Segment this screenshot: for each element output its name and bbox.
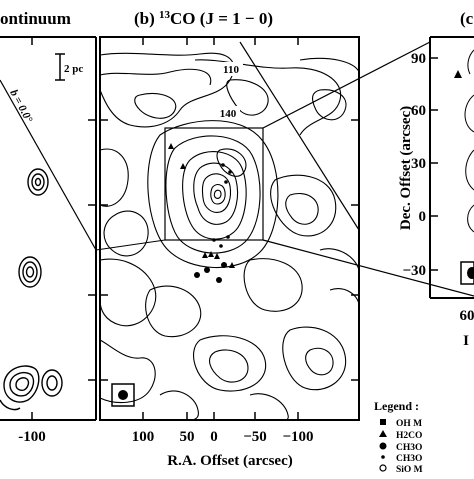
legend-open-circle-icon xyxy=(380,465,386,471)
maser-symbols xyxy=(168,143,235,283)
panel-b-x-tick: 100 xyxy=(132,429,155,445)
panel-a-title: ontinuum xyxy=(0,9,71,28)
legend-item: SiO M xyxy=(396,465,423,474)
h2co-marker xyxy=(454,70,462,78)
contour-label-140: 140 xyxy=(220,108,237,120)
panel-c-y-tick: −30 xyxy=(402,263,426,279)
panel-c: (c 90 60 30 0 −30 Dec. Offset (arcsec) 6… xyxy=(263,9,474,349)
ch3oh-dot-marker xyxy=(219,244,223,248)
ch3oh-dot-marker xyxy=(224,180,228,184)
ch3oh-dot-marker xyxy=(228,170,232,174)
ch3oh-dot-marker xyxy=(226,235,230,239)
panel-c-ylabel: Dec. Offset (arcsec) xyxy=(398,106,414,230)
ch3oh-marker xyxy=(216,277,222,283)
panel-c-y-tick: 0 xyxy=(419,209,427,225)
legend-item: CH3O xyxy=(396,443,422,453)
panel-a: ontinuum 2 pc b = 0.0° xyxy=(0,9,96,445)
legend: Legend : OH M H2CO CH3O CH3O SiO M xyxy=(374,399,423,474)
panel-b-x-tick: −50 xyxy=(243,429,267,445)
h2co-marker xyxy=(214,253,220,259)
panel-b-xlabel: R.A. Offset (arcsec) xyxy=(167,453,293,469)
beam-icon xyxy=(118,390,128,400)
legend-title: Legend : xyxy=(374,399,419,413)
ch3oh-dot-marker xyxy=(221,163,225,167)
legend-item: H2CO xyxy=(396,431,422,441)
legend-square-icon xyxy=(380,419,386,425)
ch3oh-marker xyxy=(194,272,200,278)
panel-c-xlabel: I xyxy=(463,333,469,349)
panel-c-title: (c xyxy=(460,9,474,28)
scale-bar: 2 pc xyxy=(55,54,83,80)
legend-item: CH3O xyxy=(396,454,422,464)
panel-b-x-tick: 0 xyxy=(210,429,218,445)
panel-b: (b) 13CO (J = 1 − 0) xyxy=(96,9,359,469)
panel-b-x-tick: −100 xyxy=(282,429,313,445)
ch3oh-marker xyxy=(221,262,227,268)
panel-c-x-tick: 60 xyxy=(460,308,474,324)
contour-label-110: 110 xyxy=(223,64,239,76)
ch3oh-dot-marker xyxy=(212,238,216,242)
legend-dot-icon xyxy=(381,455,385,459)
panel-b-title: (b) 13CO (J = 1 − 0) xyxy=(134,9,273,28)
h2co-marker xyxy=(180,163,186,169)
scale-bar-label: 2 pc xyxy=(64,63,83,75)
legend-triangle-icon xyxy=(379,430,387,437)
galactic-latitude-label: b = 0.0° xyxy=(7,88,35,125)
h2co-marker xyxy=(168,143,174,149)
legend-circle-icon xyxy=(380,443,387,450)
h2co-marker xyxy=(208,251,214,257)
panel-c-y-tick: 90 xyxy=(411,51,426,67)
legend-item: OH M xyxy=(396,419,422,429)
panel-b-x-tick: 50 xyxy=(180,429,195,445)
panel-a-x-tick: -100 xyxy=(18,429,46,445)
continuum-contours xyxy=(0,169,62,410)
ch3oh-marker xyxy=(204,267,210,273)
